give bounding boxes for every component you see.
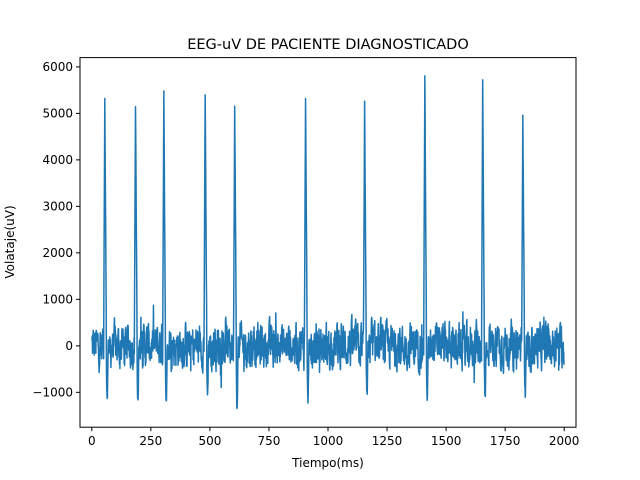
x-tick-label: 1750 xyxy=(490,434,521,448)
y-tick-label: 1000 xyxy=(42,292,73,306)
y-tick-label: 2000 xyxy=(42,246,73,260)
x-tick-label: 0 xyxy=(88,434,96,448)
y-tick-label: −1000 xyxy=(32,385,73,399)
y-tick-label: 4000 xyxy=(42,153,73,167)
y-tick-label: 0 xyxy=(65,339,73,353)
y-axis: −1000 0 1000 2000 3000 4000 5000 6000 xyxy=(32,60,80,399)
x-tick-label: 2000 xyxy=(549,434,580,448)
x-tick-label: 1500 xyxy=(431,434,462,448)
x-axis: 0 250 500 750 1000 1250 1500 1750 2000 xyxy=(88,427,579,448)
x-tick-label: 250 xyxy=(139,434,162,448)
x-tick-label: 1250 xyxy=(372,434,403,448)
plot-area xyxy=(91,75,565,410)
x-tick-label: 1000 xyxy=(313,434,344,448)
x-tick-label: 500 xyxy=(198,434,221,448)
y-axis-label: Volataje(uV) xyxy=(3,205,17,278)
y-tick-label: 5000 xyxy=(42,106,73,120)
eeg-signal-line xyxy=(91,75,565,410)
x-axis-label: Tiempo(ms) xyxy=(291,456,364,470)
chart-title: EEG-uV DE PACIENTE DIAGNOSTICADO xyxy=(187,37,469,53)
y-tick-label: 3000 xyxy=(42,199,73,213)
x-tick-label: 750 xyxy=(257,434,280,448)
y-tick-label: 6000 xyxy=(42,60,73,74)
